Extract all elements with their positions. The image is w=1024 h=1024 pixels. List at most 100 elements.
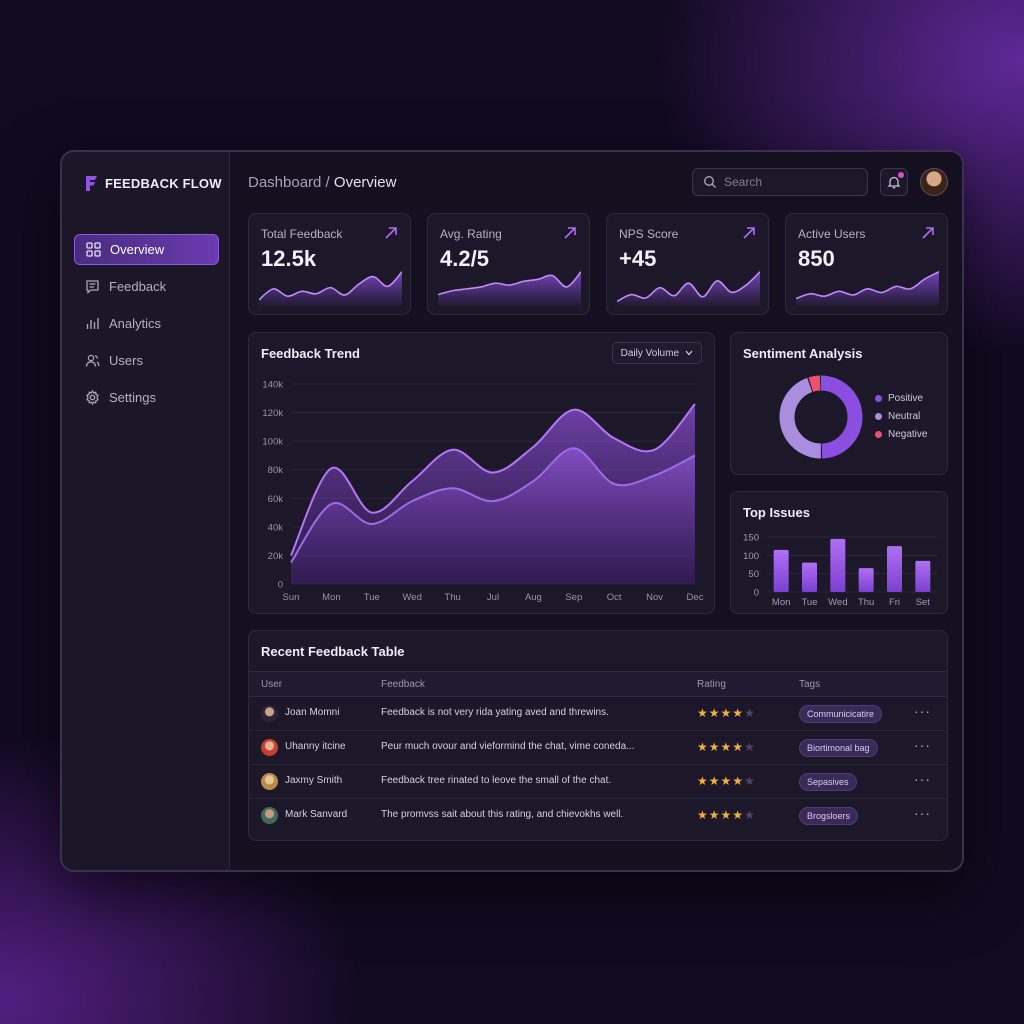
cell-user: Jaxmy Smith <box>285 775 343 786</box>
star-empty-icon: ★ <box>744 706 755 720</box>
more-options-icon[interactable]: ··· <box>914 703 931 719</box>
legend-label: Neutral <box>888 411 921 422</box>
star-icon: ★ <box>697 808 708 822</box>
row-avatar <box>261 705 278 722</box>
notifications-button[interactable] <box>880 168 908 196</box>
x-tick-label: Set <box>916 597 931 608</box>
legend-swatch <box>875 395 882 402</box>
star-icon: ★ <box>720 706 732 720</box>
star-empty-icon: ★ <box>744 774 755 788</box>
sidebar: FEEDBACK FLOW Overview Feedback <box>62 152 230 870</box>
cell-feedback: Feedback is not very rida yating aved an… <box>381 707 609 718</box>
y-tick-label: 100k <box>262 437 283 448</box>
donut-slice-neutral <box>779 375 863 459</box>
tag-badge[interactable]: Communicicatire <box>799 705 883 723</box>
legend-item-positive: Positive <box>875 393 927 404</box>
message-icon <box>84 279 100 295</box>
top-issues-card: Top Issues 150 100 50 0 Mon Tue Wed Thu Fri Set <box>730 491 948 614</box>
x-tick-label: Wed <box>403 592 422 603</box>
table-row[interactable]: Joan Momni Feedback is not very rida yat… <box>249 697 947 731</box>
sentiment-donut-chart <box>779 375 863 459</box>
search-input[interactable] <box>724 175 854 189</box>
y-tick-label: 0 <box>754 588 759 599</box>
brand[interactable]: FEEDBACK FLOW <box>84 174 222 192</box>
column-header-rating[interactable]: Rating <box>697 679 726 690</box>
star-icon: ★ <box>708 740 720 754</box>
star-icon: ★ <box>697 740 708 754</box>
daily-volume-select[interactable]: Daily Volume <box>611 342 702 364</box>
user-avatar[interactable] <box>920 168 948 196</box>
more-options-icon[interactable]: ··· <box>914 805 931 821</box>
table-row[interactable]: Jaxmy Smith Feedback tree rinated to leo… <box>249 765 947 799</box>
breadcrumb-current: Overview <box>333 174 397 191</box>
bell-icon <box>887 176 901 189</box>
trend-up-arrow-icon <box>743 227 755 239</box>
gear-icon <box>84 390 100 406</box>
grid-icon <box>85 242 101 258</box>
star-icon: ★ <box>732 808 744 822</box>
top-issues-chart: 150 100 50 0 Mon Tue Wed Thu Fri Set <box>743 533 937 608</box>
stat-value: 4.2/5 <box>440 246 489 271</box>
stat-card-total-feedback[interactable]: Total Feedback 12.5k <box>248 213 411 315</box>
legend-swatch <box>875 413 882 420</box>
sidebar-item-settings[interactable]: Settings <box>74 382 219 413</box>
cell-user: Mark Sanvard <box>285 809 348 820</box>
y-tick-label: 140k <box>262 380 283 391</box>
column-header-feedback[interactable]: Feedback <box>381 679 425 690</box>
x-tick-label: Fri <box>889 597 900 608</box>
card-title: Sentiment Analysis <box>743 346 863 361</box>
legend-label: Positive <box>888 393 924 404</box>
bar-wed <box>830 538 846 592</box>
stat-card-nps-score[interactable]: NPS Score +45 <box>606 213 769 315</box>
search-box[interactable] <box>692 168 868 196</box>
legend-swatch <box>875 431 882 438</box>
sidebar-item-label: Analytics <box>109 316 162 331</box>
card-title: Feedback Trend <box>261 346 360 361</box>
stat-card-avg-rating[interactable]: Avg. Rating 4.2/5 <box>427 213 590 315</box>
star-empty-icon: ★ <box>744 740 755 754</box>
tag-badge[interactable]: Sepasives <box>799 773 857 791</box>
stat-value: 12.5k <box>261 246 317 271</box>
bar-thu <box>858 568 874 592</box>
y-tick-label: 50 <box>748 569 759 580</box>
rating-stars: ★ ★ ★ ★ ★ <box>697 774 755 788</box>
tag-badge[interactable]: Biortimonal bag <box>799 739 878 757</box>
y-tick-label: 40k <box>268 522 284 533</box>
column-header-tags[interactable]: Tags <box>799 679 821 690</box>
x-tick-label: Mon <box>772 597 790 608</box>
sparkline-area <box>617 271 760 306</box>
star-icon: ★ <box>732 774 744 788</box>
sidebar-nav: Overview Feedback Analytics <box>74 234 219 419</box>
table-row[interactable]: Uhanny itcine Peur much ovour and viefor… <box>249 731 947 765</box>
star-icon: ★ <box>732 706 744 720</box>
star-icon: ★ <box>720 740 732 754</box>
bar-set <box>915 560 931 592</box>
sidebar-item-label: Feedback <box>109 279 167 294</box>
search-icon <box>703 175 717 189</box>
star-icon: ★ <box>697 706 708 720</box>
table-row[interactable]: Mark Sanvard The promvss sait about this… <box>249 799 947 833</box>
tag-badge[interactable]: Brogsloers <box>799 807 859 825</box>
column-header-user[interactable]: User <box>261 679 283 690</box>
bar-chart-icon <box>84 316 100 332</box>
sidebar-item-label: Users <box>109 353 143 368</box>
breadcrumb: Dashboard / Overview <box>248 174 396 192</box>
sidebar-item-overview[interactable]: Overview <box>74 234 219 265</box>
app-name: FEEDBACK FLOW <box>105 175 222 191</box>
cell-feedback: The promvss sait about this rating, and … <box>381 809 624 820</box>
row-avatar <box>261 773 278 790</box>
y-tick-label: 100 <box>743 551 759 562</box>
y-tick-label: 80k <box>268 465 284 476</box>
cell-user: Uhanny itcine <box>285 741 346 752</box>
sidebar-item-analytics[interactable]: Analytics <box>74 308 219 339</box>
legend-item-neutral: Neutral <box>875 411 927 422</box>
sentiment-legend: Positive Neutral Negative <box>875 393 927 447</box>
breadcrumb-root[interactable]: Dashboard <box>248 174 322 191</box>
more-options-icon[interactable]: ··· <box>914 771 931 787</box>
sparkline-area <box>438 271 581 306</box>
sidebar-item-feedback[interactable]: Feedback <box>74 271 219 302</box>
more-options-icon[interactable]: ··· <box>914 737 931 753</box>
star-empty-icon: ★ <box>744 808 755 822</box>
stat-card-active-users[interactable]: Active Users 850 <box>785 213 948 315</box>
sidebar-item-users[interactable]: Users <box>74 345 219 376</box>
